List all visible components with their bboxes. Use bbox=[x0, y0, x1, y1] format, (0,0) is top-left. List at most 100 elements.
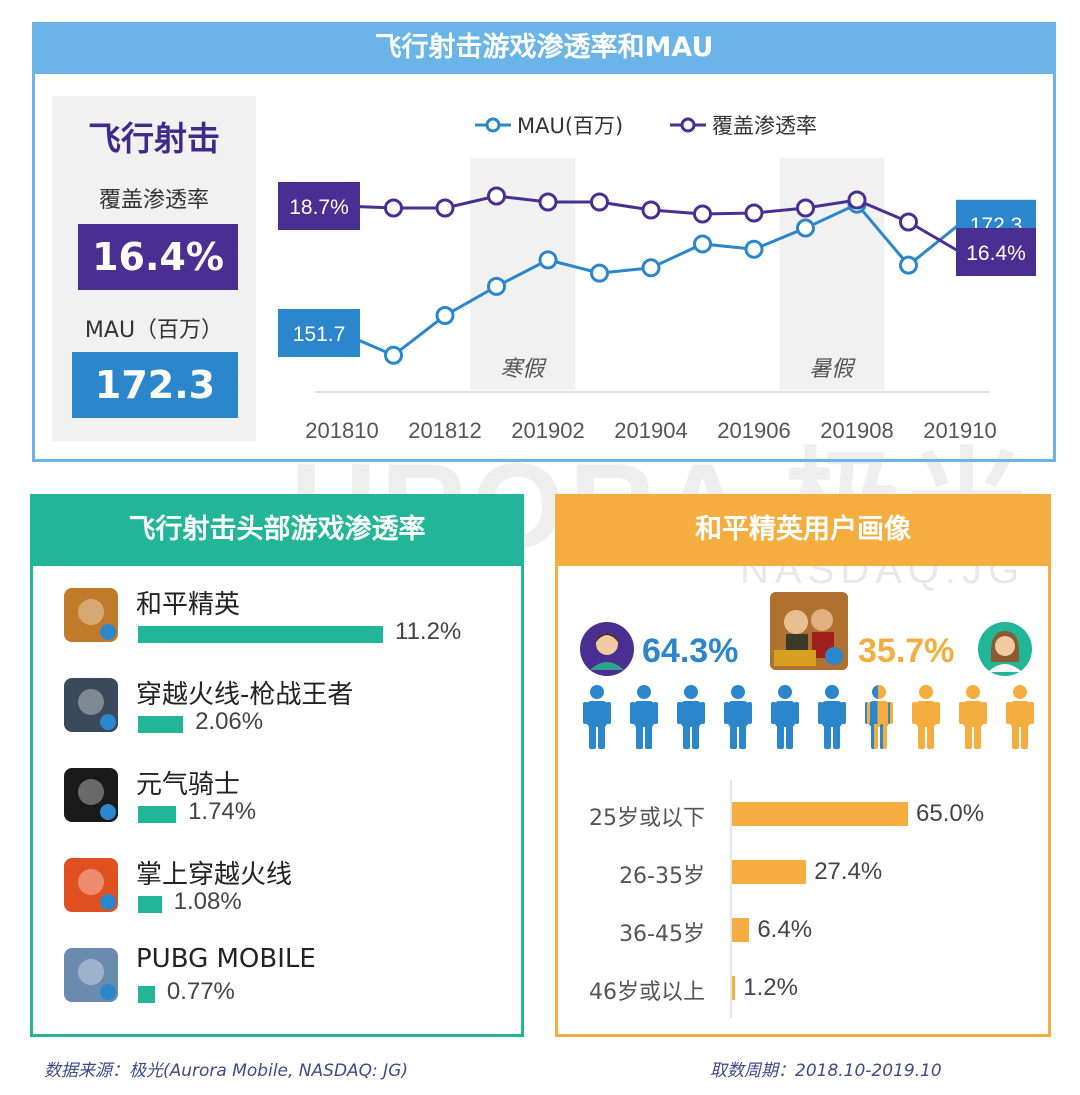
data-point bbox=[899, 255, 918, 275]
data-point bbox=[847, 190, 867, 210]
game-bar bbox=[138, 986, 155, 1003]
age-bar bbox=[732, 976, 736, 1000]
data-point bbox=[641, 200, 661, 220]
kpi-mau-label: MAU（百万） bbox=[84, 318, 224, 343]
footer-source: 数据来源：极光(Aurora Mobile, NASDAQ: JG) bbox=[44, 1061, 408, 1081]
x-tick-label: 201906 bbox=[717, 418, 790, 443]
female-percentage: 35.7% bbox=[858, 632, 955, 670]
person-icon bbox=[677, 685, 705, 749]
person-icon bbox=[630, 685, 658, 749]
data-point bbox=[693, 204, 712, 224]
x-tick-label: 201908 bbox=[820, 418, 893, 443]
data-point bbox=[435, 306, 455, 326]
game-bar bbox=[138, 716, 184, 733]
game-bar bbox=[138, 626, 383, 643]
kpi-category: 飞行射击 bbox=[88, 119, 220, 158]
x-tick-label: 201904 bbox=[614, 418, 687, 443]
game-name: 穿越火线-枪战王者 bbox=[136, 680, 354, 710]
data-point bbox=[538, 250, 558, 270]
kpi-penetration-label: 覆盖渗透率 bbox=[98, 188, 209, 213]
game-value-label: 2.06% bbox=[195, 708, 264, 735]
end-value-label: 16.4% bbox=[966, 242, 1026, 265]
person-icon bbox=[818, 685, 846, 749]
pubg-peace-elite-icon bbox=[64, 588, 118, 642]
age-category-label: 25岁或以下 bbox=[589, 806, 705, 831]
top-games-list: 和平精英 11.2% 穿越火线-枪战王者 2.06% 元气骑士 1.74% 掌上穿越火线 1.… bbox=[30, 566, 524, 1036]
top-panel-title: 飞行射击游戏渗透率和MAU bbox=[32, 22, 1056, 74]
data-point bbox=[693, 234, 712, 254]
person-icon bbox=[771, 685, 799, 749]
person-icon bbox=[865, 685, 893, 749]
season-band bbox=[779, 158, 885, 390]
game-bar bbox=[138, 806, 177, 823]
pubg-mobile-icon bbox=[64, 948, 118, 1002]
crossfire-mobile-icon bbox=[64, 678, 118, 732]
age-category-label: 46岁或以上 bbox=[589, 980, 705, 1005]
game-name: 和平精英 bbox=[136, 590, 241, 620]
age-value-label: 6.4% bbox=[757, 916, 813, 943]
data-point bbox=[384, 345, 403, 365]
start-label-box bbox=[278, 182, 360, 230]
data-point bbox=[487, 186, 506, 206]
age-bar bbox=[732, 918, 750, 942]
peace-elite-cover-icon bbox=[770, 592, 848, 670]
age-value-label: 27.4% bbox=[814, 858, 883, 885]
person-icon bbox=[1006, 685, 1034, 749]
game-name: 掌上穿越火线 bbox=[136, 860, 293, 890]
footer-period: 取数周期：2018.10-2019.10 bbox=[710, 1061, 942, 1081]
end-label-box bbox=[956, 228, 1036, 276]
game-value-label: 11.2% bbox=[395, 618, 462, 645]
data-point bbox=[899, 212, 918, 232]
kpi-penetration-value: 16.4% bbox=[78, 224, 238, 290]
game-value-label: 1.74% bbox=[188, 798, 257, 825]
age-category-label: 26-35岁 bbox=[619, 864, 705, 889]
gender-pictogram bbox=[583, 685, 1034, 749]
game-value-label: 0.77% bbox=[166, 978, 235, 1005]
x-tick-label: 201812 bbox=[408, 418, 481, 443]
person-icon bbox=[724, 685, 752, 749]
start-value-label: 18.7% bbox=[289, 196, 349, 219]
x-tick-label: 201910 bbox=[923, 418, 996, 443]
season-label: 暑假 bbox=[809, 357, 856, 382]
start-label-box bbox=[278, 309, 360, 357]
age-value-label: 1.2% bbox=[743, 974, 798, 1001]
soul-knight-icon bbox=[64, 768, 118, 822]
data-point bbox=[744, 203, 764, 223]
age-bar bbox=[732, 860, 807, 884]
data-point bbox=[384, 198, 403, 218]
season-label: 寒假 bbox=[500, 357, 547, 382]
user-profile-title: 和平精英用户画像 bbox=[555, 494, 1051, 566]
kpi-box: 飞行射击 覆盖渗透率 16.4% MAU（百万） 172.3 bbox=[52, 96, 256, 441]
age-bar-chart: 25岁或以下 65.0% 26-35岁 27.4% 36-45岁 6.4% 46岁或以上 1.… bbox=[555, 780, 1051, 1020]
person-icon bbox=[959, 685, 987, 749]
person-icon bbox=[912, 685, 940, 749]
x-tick-label: 201902 bbox=[511, 418, 584, 443]
data-point bbox=[641, 258, 661, 278]
x-tick-label: 201810 bbox=[305, 418, 378, 443]
data-point bbox=[538, 192, 558, 212]
kpi-mau-value: 172.3 bbox=[72, 352, 238, 418]
game-value-label: 1.08% bbox=[173, 888, 242, 915]
data-point bbox=[796, 198, 815, 218]
start-value-label: 151.7 bbox=[293, 323, 346, 346]
data-point bbox=[435, 198, 455, 218]
age-value-label: 65.0% bbox=[916, 800, 985, 827]
data-point bbox=[590, 192, 609, 212]
female-avatar bbox=[978, 622, 1032, 676]
male-avatar bbox=[580, 622, 634, 676]
cf-helper-icon bbox=[64, 858, 118, 912]
legend-marker bbox=[485, 117, 501, 133]
game-name: 元气骑士 bbox=[136, 770, 241, 800]
game-bar bbox=[138, 896, 162, 913]
age-bar bbox=[732, 802, 908, 826]
legend-marker bbox=[680, 117, 696, 133]
data-point bbox=[487, 276, 506, 296]
male-percentage: 64.3% bbox=[642, 632, 739, 670]
top-games-title: 飞行射击头部游戏渗透率 bbox=[30, 494, 524, 566]
data-point bbox=[744, 239, 764, 259]
data-point bbox=[796, 218, 815, 238]
data-point bbox=[590, 263, 609, 283]
legend-label: MAU(百万) bbox=[517, 114, 623, 138]
person-icon bbox=[583, 685, 611, 749]
